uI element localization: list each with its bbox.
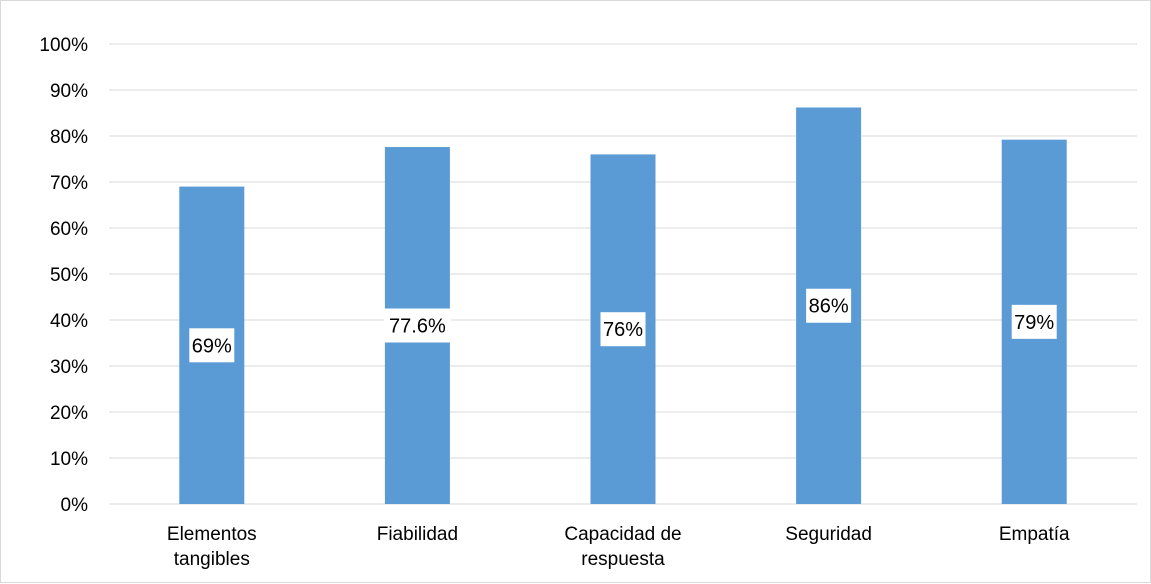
data-label: 79% [1014, 312, 1054, 334]
x-tick-label: tangibles [174, 549, 250, 570]
y-tick-label: 60% [50, 219, 88, 240]
x-tick-label: respuesta [581, 549, 665, 570]
data-labels: 69% 77.6% 76% 86% 79% [189, 288, 1057, 363]
x-tick-label: Seguridad [785, 524, 872, 545]
y-tick-label: 70% [50, 173, 88, 194]
data-label: 77.6% [389, 316, 446, 338]
data-label-background [600, 312, 646, 347]
x-tick-label: Fiabilidad [377, 524, 458, 545]
x-tick-label: Capacidad de [564, 524, 681, 545]
y-tick-label: 40% [50, 311, 88, 332]
y-tick-label: 0% [61, 495, 89, 516]
data-label-background [806, 288, 852, 323]
bars [179, 107, 1067, 505]
data-label: 86% [809, 296, 849, 318]
y-tick-label: 50% [50, 265, 88, 286]
x-axis-ticks: Elementos tangibles Fiabilidad Capacidad de… [167, 524, 1070, 570]
y-tick-label: 80% [50, 127, 88, 148]
data-label-background [1011, 304, 1057, 339]
data-label-background [383, 308, 451, 343]
x-tick-label: Elementos [167, 524, 257, 545]
data-label: 69% [192, 335, 232, 357]
y-tick-label: 100% [39, 35, 88, 56]
y-tick-label: 90% [50, 81, 88, 102]
y-tick-label: 30% [50, 357, 88, 378]
x-tick-label: Empatía [999, 524, 1070, 545]
data-label-background [189, 328, 235, 363]
y-axis-ticks: 0% 10% 20% 30% 40% 50% 60% 70% 80% 90% 100% [39, 35, 88, 516]
y-tick-label: 10% [50, 449, 88, 470]
y-tick-label: 20% [50, 403, 88, 424]
data-label: 76% [603, 319, 643, 341]
